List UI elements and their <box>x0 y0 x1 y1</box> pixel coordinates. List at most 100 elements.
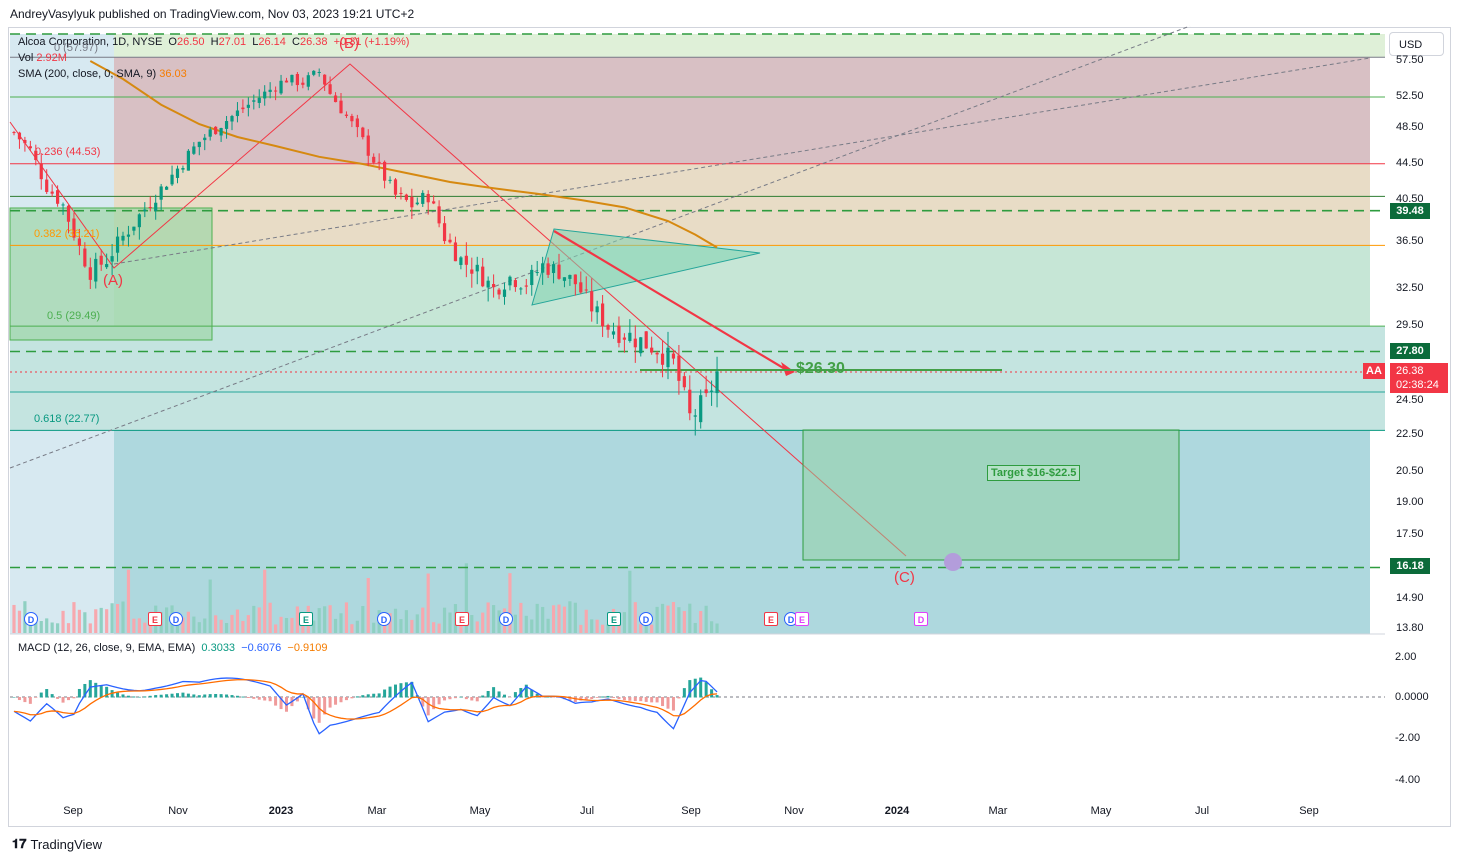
macd-histogram-bar <box>197 695 201 698</box>
candle-body <box>399 192 403 194</box>
x-tick-label: Sep <box>1299 805 1319 817</box>
macd-histogram-bar <box>410 681 414 698</box>
volume-bar <box>197 622 201 633</box>
legend-sma[interactable]: SMA (200, close, 0, SMA, 9) 36.03 <box>18 68 187 80</box>
x-tick-label: May <box>1090 805 1112 817</box>
candle-body <box>628 332 632 341</box>
candle-body <box>121 235 125 241</box>
earnings-marker[interactable]: E <box>455 612 469 626</box>
macd-histogram-bar <box>628 697 632 701</box>
volume-bar <box>442 607 447 633</box>
dividend-marker[interactable]: D <box>914 612 928 626</box>
legend-volume[interactable]: Vol 2.92M <box>18 52 67 64</box>
macd-histogram-bar <box>388 686 392 698</box>
macd-histogram-bar <box>579 697 583 701</box>
macd-histogram-bar <box>394 684 397 698</box>
macd-histogram-bar <box>132 696 136 698</box>
candle-body <box>306 75 310 87</box>
macd-histogram-bar <box>334 697 338 705</box>
candle-body <box>595 306 599 313</box>
candle-body <box>704 389 708 394</box>
volume-bar <box>350 624 354 633</box>
legend-macd[interactable]: MACD (12, 26, close, 9, EMA, EMA) 0.3033… <box>18 642 328 654</box>
macd-histogram-bar <box>246 697 250 698</box>
macd-histogram-bar <box>176 693 179 698</box>
candle-body <box>383 161 387 181</box>
candles <box>12 68 719 436</box>
volume-bar <box>186 611 190 633</box>
macd-histogram-bar <box>61 697 65 703</box>
earnings-marker[interactable]: E <box>607 612 621 626</box>
wave-label-a: (A) <box>103 272 123 289</box>
earnings-marker[interactable]: E <box>148 612 162 626</box>
y-tick-label: 20.50 <box>1396 465 1424 477</box>
y-tick-label: 22.50 <box>1396 428 1424 440</box>
volume-bar <box>699 611 703 633</box>
volume-bar <box>464 563 468 633</box>
volume-bar <box>595 619 599 633</box>
candle-body <box>88 267 92 280</box>
volume-bar <box>486 602 490 633</box>
macd-histogram-bar <box>432 697 436 710</box>
tradingview-logo[interactable]: 𝟏𝟕 TradingView <box>12 836 103 852</box>
candle-body <box>486 280 490 288</box>
candle-body <box>432 201 436 204</box>
volume-bar <box>88 623 92 633</box>
volume-bar <box>426 573 430 633</box>
earnings-marker[interactable]: E <box>764 612 778 626</box>
macd-histogram-bar <box>126 695 130 698</box>
candle-body <box>110 256 114 262</box>
candle-body <box>219 128 223 136</box>
volume-bar <box>94 609 98 633</box>
macd-histogram-bar <box>252 697 256 699</box>
macd-histogram-bar <box>552 697 556 698</box>
volume-bar <box>530 619 534 633</box>
macd-histogram-bar <box>39 692 43 698</box>
chart-frame[interactable] <box>8 27 1451 827</box>
dividend-marker[interactable]: D <box>169 612 183 626</box>
candle-body <box>115 236 120 253</box>
macd-signal-line <box>13 678 718 720</box>
dividend-marker[interactable]: D <box>639 612 653 626</box>
candle-body <box>459 257 463 265</box>
candle-body <box>186 150 190 171</box>
price-callout[interactable]: $26.30 <box>796 360 845 377</box>
macd-histogram-bar <box>682 688 686 698</box>
legend-symbol[interactable]: Alcoa Corporation, 1D, NYSE <box>18 36 163 48</box>
volume-bar <box>126 569 131 633</box>
dividend-marker[interactable]: D <box>24 612 38 626</box>
candle-body <box>290 74 294 83</box>
earnings-marker[interactable]: E <box>299 612 313 626</box>
volume-bar <box>312 620 316 633</box>
macd-histogram-bar <box>639 697 643 702</box>
currency-button[interactable]: USD <box>1389 32 1444 56</box>
candle-body <box>410 196 414 208</box>
x-tick-label: Sep <box>681 805 701 817</box>
dividend-marker[interactable]: D <box>377 612 391 626</box>
x-tick-label: Nov <box>784 805 804 817</box>
fib-zone-top <box>10 34 1385 58</box>
macd-histogram-bar <box>557 697 561 698</box>
candle-body <box>105 264 109 268</box>
price-tag-16-18: 16.18 <box>1390 558 1430 574</box>
macd-tick-neg4: -4.00 <box>1395 774 1421 786</box>
macd-histogram-bar <box>350 697 354 699</box>
candle-body <box>568 274 572 279</box>
macd-histogram-bar <box>475 697 479 702</box>
candle-body <box>165 186 169 190</box>
candle-body <box>301 82 305 85</box>
candle-body <box>279 80 283 94</box>
fib-zone-5-618 <box>10 326 1385 431</box>
volume-bar <box>284 617 289 633</box>
volume-bar <box>355 620 359 633</box>
target-label[interactable]: Target $16-$22.5 <box>987 465 1081 481</box>
volume-bar <box>148 621 152 633</box>
dividend-marker[interactable]: D <box>499 612 513 626</box>
high-value: 27.01 <box>218 36 247 48</box>
macd-histogram-bar <box>268 697 272 702</box>
earnings-marker[interactable]: E <box>795 612 809 626</box>
candle-body <box>710 390 714 392</box>
macd-histogram-bar <box>116 692 120 698</box>
macd-line-value: −0.6076 <box>241 642 282 654</box>
